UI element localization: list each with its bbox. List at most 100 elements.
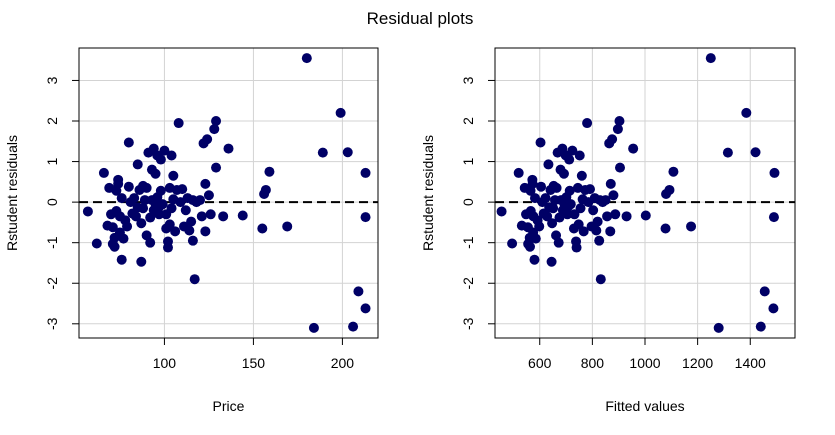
data-point	[237, 210, 248, 221]
data-point	[360, 167, 371, 178]
data-point	[722, 147, 733, 158]
y-tick-label: 3	[460, 76, 476, 84]
data-point	[628, 143, 639, 154]
data-point	[209, 124, 220, 135]
data-point	[605, 178, 616, 189]
data-point	[173, 118, 184, 129]
fitted-residual-panel: 600 800 1000 1200 1400 -3 -2 -1 0 1 2 3 Fitted val…	[420, 47, 796, 414]
data-point	[567, 145, 578, 156]
data-point	[536, 181, 547, 192]
x-tick-label: 600	[528, 355, 552, 371]
data-point	[713, 322, 724, 333]
data-point	[353, 286, 364, 297]
data-point	[588, 205, 599, 216]
data-point	[513, 167, 524, 178]
x-tick-label: 1400	[735, 355, 766, 371]
data-point	[308, 322, 319, 333]
data-point	[562, 209, 573, 220]
data-point	[82, 206, 93, 217]
y-axis: -3 -2 -1 0 1 2 3	[460, 76, 495, 330]
x-axis: 100 150 200	[153, 338, 355, 371]
x-tick-label: 200	[331, 355, 355, 371]
y-tick-label: -1	[44, 236, 60, 249]
data-point	[122, 221, 133, 232]
data-point	[741, 107, 752, 118]
data-points	[82, 53, 371, 333]
data-point	[540, 193, 551, 204]
data-point	[162, 242, 173, 253]
y-tick-label: 1	[44, 157, 60, 165]
x-axis-label: Price	[213, 398, 245, 414]
data-point	[564, 185, 575, 196]
data-point	[211, 162, 222, 173]
data-point	[750, 147, 761, 158]
data-point	[184, 225, 195, 236]
data-point	[186, 216, 197, 227]
data-point	[542, 211, 553, 222]
data-point	[109, 241, 120, 252]
data-point	[569, 209, 580, 220]
data-point	[342, 147, 353, 158]
data-point	[592, 216, 603, 227]
data-point	[769, 167, 780, 178]
y-tick-label: 0	[44, 198, 60, 206]
data-point	[155, 185, 166, 196]
y-axis-label: Rstudent residuals	[420, 135, 436, 251]
data-point	[607, 134, 618, 145]
price-residual-panel: 100 150 200 -3 -2 -1 0 1 2 3 Price Rstudent resi…	[4, 47, 379, 414]
data-point	[107, 222, 118, 233]
data-point	[360, 212, 371, 223]
data-point	[573, 219, 584, 230]
y-tick-label: 0	[460, 198, 476, 206]
data-point	[145, 237, 156, 248]
data-point	[602, 211, 613, 222]
data-point	[768, 212, 779, 223]
data-point	[150, 168, 161, 179]
data-point	[668, 166, 679, 177]
data-point	[610, 209, 621, 220]
data-point	[527, 178, 538, 189]
x-tick-label: 150	[242, 355, 266, 371]
data-point	[360, 303, 371, 314]
data-point	[264, 166, 275, 177]
data-point	[614, 116, 625, 127]
data-point	[170, 226, 181, 237]
data-point	[576, 170, 587, 181]
data-point	[282, 221, 293, 232]
x-tick-label: 800	[581, 355, 605, 371]
data-point	[98, 167, 109, 178]
data-point	[141, 182, 152, 193]
data-point	[591, 225, 602, 236]
data-point	[317, 147, 328, 158]
data-point	[203, 190, 214, 201]
data-point	[575, 203, 586, 214]
data-point	[525, 241, 535, 252]
data-point	[551, 182, 562, 193]
data-point	[595, 274, 606, 285]
data-point	[301, 53, 312, 64]
data-point	[218, 211, 229, 222]
data-point	[139, 195, 150, 206]
data-point	[612, 124, 623, 135]
data-point	[205, 209, 216, 220]
data-point	[116, 193, 127, 204]
data-point	[202, 134, 213, 145]
plot-frame	[78, 47, 379, 339]
data-point	[348, 321, 359, 332]
data-point	[187, 235, 198, 246]
y-tick-label: -2	[44, 277, 60, 290]
data-point	[91, 238, 102, 249]
data-point	[335, 107, 346, 118]
data-point	[582, 118, 593, 129]
data-point	[166, 203, 177, 214]
y-tick-label: 1	[460, 157, 476, 165]
data-point	[129, 193, 140, 204]
y-tick-label: -1	[460, 236, 476, 249]
data-point	[166, 150, 177, 161]
x-tick-label: 1200	[682, 355, 713, 371]
data-point	[154, 209, 165, 220]
data-point	[615, 162, 625, 173]
data-point	[155, 154, 166, 165]
data-point	[168, 170, 179, 181]
